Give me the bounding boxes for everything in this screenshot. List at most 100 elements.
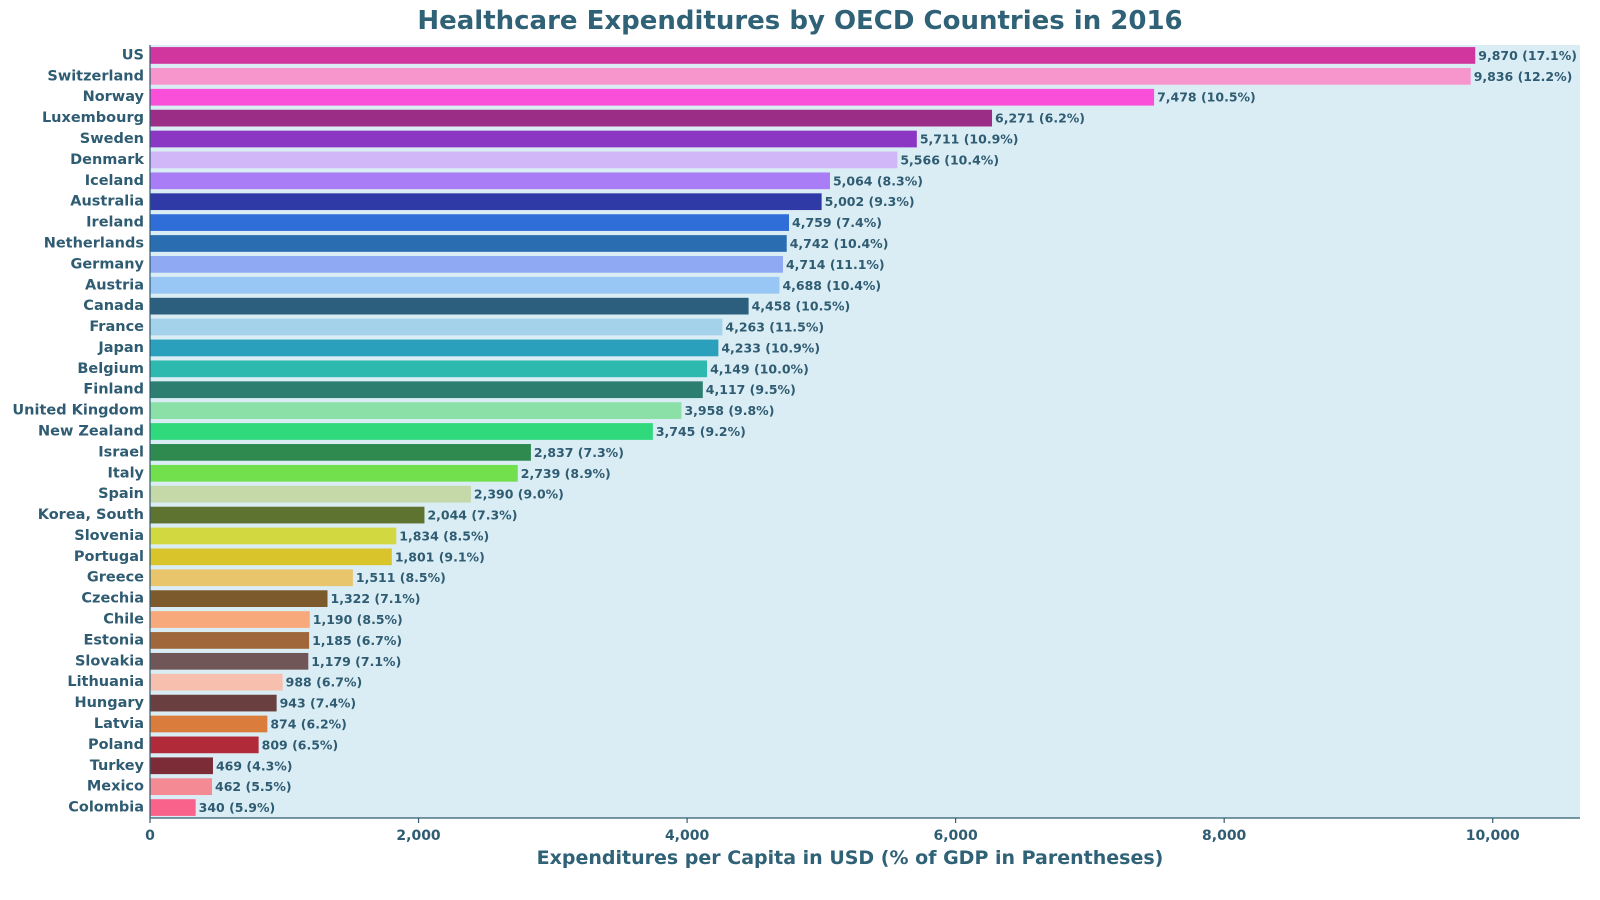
bar-mexico <box>150 778 213 796</box>
category-label: Japan <box>97 340 144 356</box>
category-label: Korea, South <box>38 507 144 523</box>
category-label: Turkey <box>90 758 145 774</box>
value-label: 3,958 (9.8%) <box>684 403 774 418</box>
category-label: Chile <box>103 612 144 628</box>
value-label: 1,190 (8.5%) <box>313 612 403 627</box>
value-label: 4,688 (10.4%) <box>782 278 881 293</box>
value-label: 462 (5.5%) <box>215 779 292 794</box>
category-label: Sweden <box>80 131 144 147</box>
value-label: 469 (4.3%) <box>216 758 293 773</box>
value-label: 4,742 (10.4%) <box>790 236 889 251</box>
bar-finland <box>150 381 703 399</box>
bar-norway <box>150 88 1155 106</box>
value-label: 988 (6.7%) <box>286 675 363 690</box>
bar-estonia <box>150 632 310 649</box>
value-label: 1,185 (6.7%) <box>312 633 402 648</box>
value-label: 2,044 (7.3%) <box>427 508 517 523</box>
category-label: Canada <box>83 298 144 314</box>
category-label: Belgium <box>77 361 144 377</box>
bar-italy <box>150 464 518 482</box>
value-label: 1,801 (9.1%) <box>395 549 485 564</box>
category-label: France <box>89 319 144 335</box>
value-label: 1,834 (8.5%) <box>399 528 489 543</box>
value-label: 5,002 (9.3%) <box>825 194 915 209</box>
bar-united-kingdom <box>150 402 682 419</box>
bar-australia <box>150 193 822 211</box>
x-axis: 0 2,000 4,000 6,000 8,000 10,000 <box>145 817 1580 844</box>
bar-poland <box>150 736 259 754</box>
bar-korea-south <box>150 506 425 524</box>
bar-us <box>150 47 1476 64</box>
x-tick-label: 2,000 <box>396 828 441 844</box>
bar-japan <box>150 339 719 357</box>
value-label: 4,458 (10.5%) <box>752 299 851 314</box>
bar-germany <box>150 256 783 273</box>
value-label: 5,566 (10.4%) <box>900 152 999 167</box>
category-label: Hungary <box>74 695 144 711</box>
bar-czechia <box>150 590 328 607</box>
bar-slovenia <box>150 527 397 545</box>
bar-sweden <box>150 130 917 148</box>
category-label: Germany <box>70 256 144 272</box>
category-label: Estonia <box>83 632 144 648</box>
category-label: New Zealand <box>38 424 144 440</box>
value-label: 3,745 (9.2%) <box>656 424 746 439</box>
category-label: Australia <box>70 194 144 210</box>
category-label: Iceland <box>85 173 144 189</box>
bar-austria <box>150 276 780 294</box>
category-label: Switzerland <box>47 68 144 84</box>
x-axis-title: Expenditures per Capita in USD (% of GDP… <box>537 847 1164 869</box>
bar-canada <box>150 297 749 315</box>
category-label: Norway <box>83 89 145 105</box>
category-label: Greece <box>87 570 144 586</box>
bar-new-zealand <box>150 423 653 440</box>
value-label: 9,870 (17.1%) <box>1478 48 1577 63</box>
bar-belgium <box>150 360 708 378</box>
x-tick-label: 10,000 <box>1466 828 1520 844</box>
bar-lithuania <box>150 673 283 691</box>
value-label: 2,837 (7.3%) <box>534 445 624 460</box>
bar-spain <box>150 485 471 503</box>
value-label: 1,511 (8.5%) <box>356 570 446 585</box>
value-label: 809 (6.5%) <box>262 737 339 752</box>
bar-israel <box>150 444 531 461</box>
value-label: 874 (6.2%) <box>270 716 347 731</box>
value-label: 4,149 (10.0%) <box>710 361 809 376</box>
value-label: 4,714 (11.1%) <box>786 257 885 272</box>
category-label: Italy <box>107 465 144 481</box>
category-labels-group: US Switzerland Norway Luxembourg Sweden Denma… <box>12 47 144 815</box>
bar-luxembourg <box>150 109 993 127</box>
category-label: Netherlands <box>44 235 144 251</box>
category-label: United Kingdom <box>12 403 144 419</box>
value-label: 9,836 (12.2%) <box>1474 69 1573 84</box>
bar-hungary <box>150 694 277 712</box>
category-label: Austria <box>85 277 144 293</box>
value-label: 6,271 (6.2%) <box>995 111 1085 126</box>
value-label: 5,064 (8.3%) <box>833 173 923 188</box>
category-label: Israel <box>98 444 144 460</box>
bar-netherlands <box>150 235 787 252</box>
chart-title: Healthcare Expenditures by OECD Countrie… <box>417 6 1183 36</box>
category-label: Czechia <box>81 591 144 607</box>
value-label: 943 (7.4%) <box>280 696 357 711</box>
category-label: US <box>122 47 144 63</box>
bar-iceland <box>150 172 830 190</box>
x-tick-label: 6,000 <box>933 828 978 844</box>
category-label: Slovakia <box>75 653 144 669</box>
bar-switzerland <box>150 67 1471 85</box>
bar-turkey <box>150 757 213 775</box>
bar-colombia <box>150 799 196 816</box>
category-label: Latvia <box>94 716 144 732</box>
category-label: Mexico <box>87 779 144 795</box>
bar-ireland <box>150 214 790 231</box>
value-label: 4,759 (7.4%) <box>792 215 882 230</box>
value-label: 5,711 (10.9%) <box>920 132 1019 147</box>
category-label: Slovenia <box>74 528 144 544</box>
bar-france <box>150 318 723 336</box>
value-labels-group: 9,870 (17.1%) 9,836 (12.2%) 7,478 (10.5%) 6… <box>199 48 1577 815</box>
value-label: 7,478 (10.5%) <box>1157 90 1256 105</box>
bar-greece <box>150 569 353 587</box>
category-label: Poland <box>88 737 144 753</box>
bar-latvia <box>150 715 268 733</box>
